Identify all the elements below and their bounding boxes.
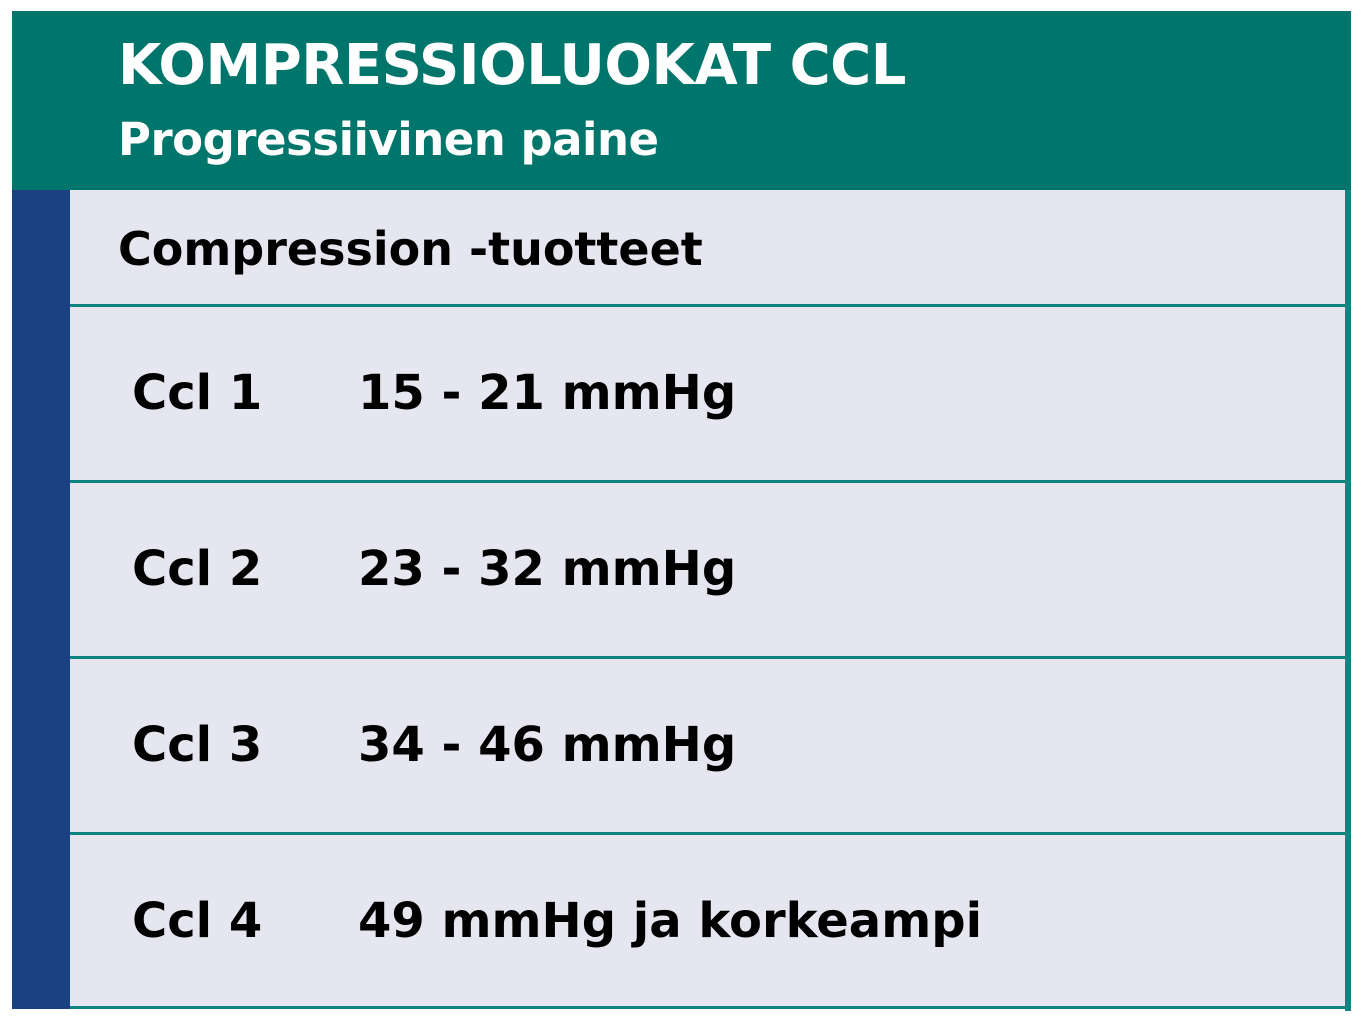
page-title: KOMPRESSIOLUOKAT CCL	[118, 33, 906, 98]
pressure-value: 49 mmHg ja korkeampi	[358, 893, 983, 949]
table-row: Ccl 3 34 - 46 mmHg	[70, 659, 1345, 835]
class-label: Ccl 4	[132, 893, 263, 949]
pressure-value: 23 - 32 mmHg	[358, 541, 737, 597]
class-label: Ccl 3	[132, 717, 263, 773]
compression-table: Compression -tuotteet Ccl 1 15 - 21 mmHg…	[70, 190, 1345, 1009]
pressure-value: 34 - 46 mmHg	[358, 717, 737, 773]
table-row: Ccl 2 23 - 32 mmHg	[70, 483, 1345, 659]
sidebar-accent-bar	[12, 190, 70, 1009]
class-label: Ccl 2	[132, 541, 263, 597]
right-border	[1345, 190, 1351, 1011]
table-row: Ccl 4 49 mmHg ja korkeampi	[70, 835, 1345, 1009]
section-header-row: Compression -tuotteet	[70, 190, 1345, 307]
section-label: Compression -tuotteet	[118, 222, 703, 276]
pressure-value: 15 - 21 mmHg	[358, 365, 737, 421]
page-subtitle: Progressiivinen paine	[118, 113, 659, 166]
class-label: Ccl 1	[132, 365, 263, 421]
table-row: Ccl 1 15 - 21 mmHg	[70, 307, 1345, 483]
header-banner: KOMPRESSIOLUOKAT CCL Progressiivinen pai…	[12, 11, 1351, 190]
